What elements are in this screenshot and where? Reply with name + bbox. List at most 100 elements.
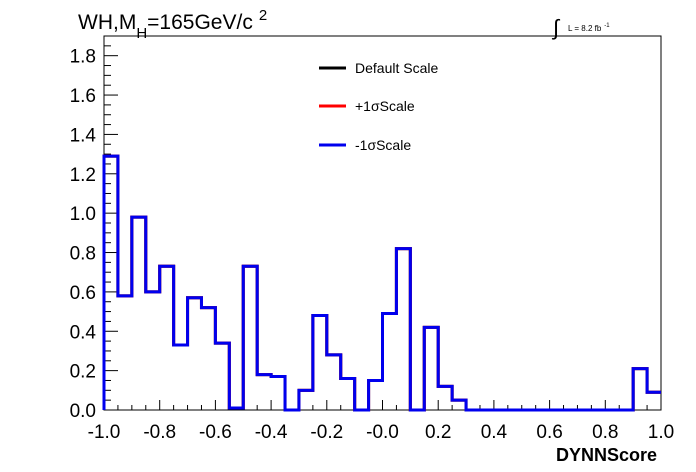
histogram-bin <box>424 327 438 410</box>
integral-sign: ∫ <box>551 15 561 40</box>
histogram-bin <box>160 266 174 410</box>
histogram-bin <box>188 298 202 410</box>
histogram-bin <box>146 292 160 410</box>
histogram-bin <box>633 369 647 410</box>
histogram-bin <box>118 296 132 410</box>
histogram-bin <box>327 355 341 410</box>
y-tick-label: 0.4 <box>70 322 97 343</box>
histogram-bin <box>160 266 174 410</box>
luminosity-text: L = 8.2 fb <box>568 24 602 33</box>
x-tick-label: -0.8 <box>143 422 176 443</box>
x-tick-label: -0.4 <box>255 422 288 443</box>
chart-title: WH,MH=165GeV/c 2 <box>78 7 267 42</box>
title-superscript: 2 <box>259 7 267 24</box>
x-tick-label: -1.0 <box>88 422 121 443</box>
y-tick-label: 1.4 <box>70 125 97 146</box>
histogram-bin <box>633 369 647 410</box>
histogram-bin <box>146 292 160 410</box>
histogram-series-2 <box>102 154 661 412</box>
histogram-bin <box>438 386 452 410</box>
histogram-bin <box>188 298 202 410</box>
histogram-bin <box>647 392 661 410</box>
histogram-bin <box>383 314 397 410</box>
histogram-bin <box>647 392 661 410</box>
histogram-bin <box>299 390 313 410</box>
histogram-bin <box>369 380 383 410</box>
legend-entry-default: Default Scale <box>319 60 438 76</box>
y-tick-label: 1.6 <box>70 86 96 107</box>
luminosity-exponent: -1 <box>604 23 610 29</box>
x-axis-title: DYNNScore <box>556 445 657 465</box>
histogram-bin <box>383 314 397 410</box>
histogram-bin <box>243 266 257 410</box>
y-tick-label: 0.2 <box>70 362 96 383</box>
x-tick-label: 0.8 <box>592 422 618 443</box>
x-tick-label: -0.0 <box>366 422 399 443</box>
histogram-series <box>102 154 661 412</box>
legend-label-minus1sigma: -1σScale <box>355 137 411 153</box>
histogram-bin <box>215 343 229 410</box>
histogram-bin <box>313 316 327 410</box>
histogram-bin <box>299 390 313 410</box>
histogram-bin <box>257 375 271 410</box>
histogram-bin <box>438 386 452 410</box>
y-tick-label: 0.8 <box>70 244 96 265</box>
legend: Default Scale +1σScale -1σScale <box>319 60 438 153</box>
luminosity-label: ∫ L = 8.2 fb -1 <box>551 15 610 40</box>
histogram-bin <box>438 386 452 410</box>
histogram-bin <box>257 375 271 410</box>
histogram-bin <box>369 380 383 410</box>
histogram-bin <box>271 377 285 410</box>
histogram-bin <box>341 379 355 410</box>
histogram-bin <box>633 369 647 410</box>
title-subscript: H <box>136 25 147 42</box>
histogram-bin <box>104 156 118 410</box>
histogram-bin <box>201 308 215 410</box>
histogram-bin <box>369 380 383 410</box>
histogram-bin <box>118 296 132 410</box>
histogram-bin <box>396 249 410 410</box>
histogram-bin <box>383 314 397 410</box>
histogram-bin <box>341 379 355 410</box>
histogram-bin <box>215 343 229 410</box>
histogram-bin <box>647 392 661 410</box>
histogram-bin <box>313 316 327 410</box>
legend-label-plus1sigma: +1σScale <box>355 98 415 114</box>
y-tick-label: 0.0 <box>70 401 96 422</box>
histogram-bin <box>243 266 257 410</box>
histogram-bin <box>396 249 410 410</box>
histogram-bin <box>424 327 438 410</box>
histogram-line <box>102 154 661 412</box>
histogram-bin <box>188 298 202 410</box>
histogram-bin <box>160 266 174 410</box>
histogram-bin <box>146 292 160 410</box>
histogram-bin <box>104 156 118 410</box>
x-tick-label: -0.6 <box>199 422 232 443</box>
y-tick-label: 0.6 <box>70 283 96 304</box>
histogram-bin <box>327 355 341 410</box>
histogram-bin <box>424 327 438 410</box>
title-main: WH,M <box>78 11 136 34</box>
x-tick-label: 0.2 <box>425 422 451 443</box>
histogram-bin <box>118 296 132 410</box>
histogram-bin <box>174 345 188 410</box>
histogram-bin <box>201 308 215 410</box>
histogram-bin <box>313 316 327 410</box>
histogram-bin <box>396 249 410 410</box>
histogram-bin <box>243 266 257 410</box>
y-tick-label: 1.8 <box>70 47 96 68</box>
histogram-bin <box>215 343 229 410</box>
histogram-bin <box>174 345 188 410</box>
legend-entry-plus1sigma: +1σScale <box>319 98 415 114</box>
histogram-bin <box>299 390 313 410</box>
histogram-bin <box>132 217 146 410</box>
histogram-bin <box>132 217 146 410</box>
title-rest: =165GeV/c <box>147 11 253 34</box>
legend-entry-minus1sigma: -1σScale <box>319 137 411 153</box>
y-tick-label: 1.2 <box>70 165 96 186</box>
histogram-bin <box>271 377 285 410</box>
histogram-bin <box>201 308 215 410</box>
y-tick-label: 1.0 <box>70 204 96 225</box>
histogram-bin <box>327 355 341 410</box>
